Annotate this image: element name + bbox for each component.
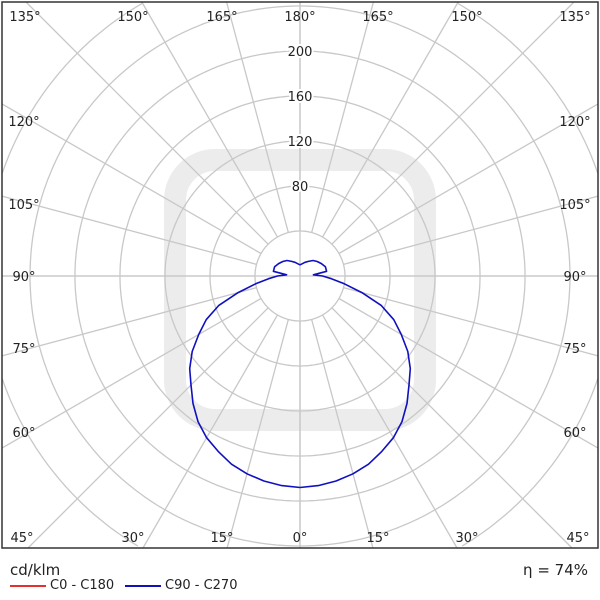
angle-label: 90° [12,270,35,285]
grid-ray [338,297,599,449]
grid-ray [27,307,269,549]
polar-grid [1,1,599,549]
grid-ray [1,297,262,449]
grid-ray [1,287,257,357]
angle-label: 45° [10,531,33,546]
plot-frame [1,1,599,549]
angle-label: 30° [455,531,478,546]
angle-label: 60° [563,426,586,441]
grid-ring [461,378,599,547]
legend-label: C90 - C270 [165,578,238,593]
angle-label: 150° [451,10,482,25]
unit-label: cd/klm [10,561,61,579]
radial-tick-label: 200 [288,45,313,60]
legend-swatch-blue [125,584,161,587]
legend-item-c90: C90 - C270 [125,578,237,593]
efficiency-label: η = 74% [523,561,588,579]
grid-ray [142,314,279,549]
angle-label: 105° [559,198,590,213]
grid-ray [321,314,458,549]
grid-ray [226,319,289,549]
angle-label: 135° [9,10,40,25]
series-curve-1 [188,259,412,489]
angle-label: 120° [559,115,590,130]
angle-label: 165° [206,10,237,25]
grid-ray [311,1,375,233]
angle-label: 180° [284,10,315,25]
angle-label: 0° [293,531,308,546]
grid-ray [225,1,289,233]
legend-label: C0 - C180 [50,578,115,593]
angle-label: 90° [563,270,586,285]
radial-tick-label: 120 [288,135,313,150]
angle-label: 15° [210,531,233,546]
grid-ray [25,1,269,245]
angle-label: 15° [366,531,389,546]
grid-ring [457,2,599,174]
grid-ray [343,195,599,265]
radial-tick-label: 160 [288,90,313,105]
angle-label: 120° [8,115,39,130]
angle-label: 60° [12,426,35,441]
angle-label: 105° [8,198,39,213]
angle-label: 165° [362,10,393,25]
grid-ray [141,1,279,238]
grid-ray [338,103,599,255]
grid-ray [343,287,599,357]
grid-ray [331,307,573,549]
angle-label: 75° [12,342,35,357]
grid-ray [311,319,374,549]
grid-ray [1,103,262,255]
angle-label: 30° [121,531,144,546]
radial-tick-label: 80 [292,180,309,195]
grid-ray [321,1,459,238]
angle-label: 75° [563,342,586,357]
angle-label: 45° [566,531,589,546]
legend-item-c0: C0 - C180 [10,578,114,593]
angle-label: 150° [117,10,148,25]
grid-ring [1,378,139,547]
grid-ray [331,1,575,245]
angle-label: 135° [559,10,590,25]
legend-swatch-red [10,584,46,587]
grid-ring [1,2,143,174]
grid-ray [1,195,257,265]
